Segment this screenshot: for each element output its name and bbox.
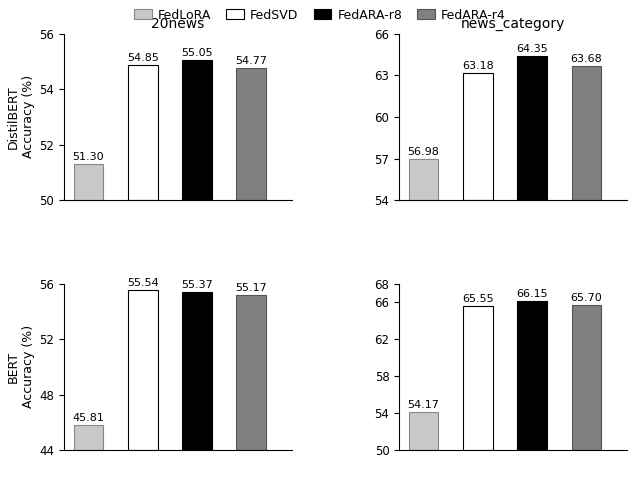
Y-axis label: BERT
Accuracy (%): BERT Accuracy (%) — [7, 325, 35, 409]
Text: 64.35: 64.35 — [516, 45, 548, 55]
Text: 55.17: 55.17 — [236, 283, 268, 293]
Text: 55.54: 55.54 — [127, 278, 159, 288]
Bar — [463, 73, 493, 200]
Bar — [236, 68, 266, 200]
Bar — [517, 301, 547, 450]
Text: 54.17: 54.17 — [408, 399, 440, 410]
Bar — [236, 295, 266, 450]
Text: 56.98: 56.98 — [408, 147, 440, 157]
Y-axis label: DistilBERT
Accuracy (%): DistilBERT Accuracy (%) — [7, 75, 35, 159]
Text: 51.30: 51.30 — [72, 152, 104, 162]
Bar — [128, 66, 157, 200]
Text: 63.68: 63.68 — [571, 54, 602, 64]
Bar — [463, 306, 493, 450]
Text: 55.05: 55.05 — [181, 48, 213, 58]
Text: 66.15: 66.15 — [516, 289, 548, 299]
Bar — [572, 305, 602, 450]
Bar — [182, 60, 212, 200]
Text: 54.85: 54.85 — [127, 54, 159, 64]
Bar — [74, 425, 104, 450]
Text: 45.81: 45.81 — [72, 413, 104, 423]
Bar — [128, 290, 157, 450]
Text: 54.77: 54.77 — [236, 56, 268, 66]
Bar — [74, 164, 104, 200]
Bar — [572, 66, 602, 200]
Bar — [408, 411, 438, 450]
Bar — [408, 159, 438, 200]
Text: 65.70: 65.70 — [571, 293, 602, 303]
Title: 20news: 20news — [152, 17, 205, 31]
Bar — [517, 57, 547, 200]
Bar — [182, 292, 212, 450]
Legend: FedLoRA, FedSVD, FedARA-r8, FedARA-r4: FedLoRA, FedSVD, FedARA-r8, FedARA-r4 — [134, 9, 506, 22]
Text: 55.37: 55.37 — [181, 280, 213, 290]
Title: news_category: news_category — [461, 17, 565, 31]
Text: 65.55: 65.55 — [462, 294, 493, 304]
Text: 63.18: 63.18 — [462, 61, 493, 71]
